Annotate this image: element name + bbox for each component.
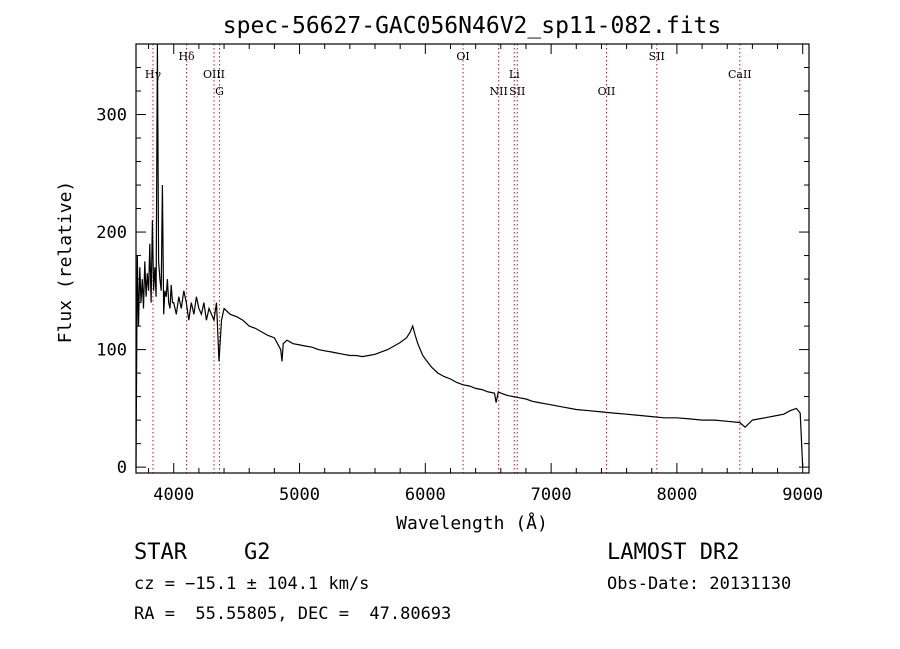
spectral-line-label: OIII	[203, 68, 225, 81]
spectral-line-label: OI	[456, 50, 469, 63]
spectral-line-label: SII	[509, 85, 525, 98]
spectral-line-label: OII	[598, 85, 616, 98]
coordinates: RA = 55.55805, DEC = 47.80693	[134, 604, 452, 624]
spectral-line-label: CaII	[728, 68, 752, 81]
spectral-line-label: Li	[509, 68, 520, 81]
y-tick-label: 100	[96, 341, 127, 361]
plot-frame	[135, 43, 810, 474]
y-tick-label: 200	[96, 223, 127, 243]
survey-name: LAMOST DR2	[607, 540, 740, 565]
x-axis-ticks: 4000 5000 6000 7000 8000 9000	[148, 44, 823, 505]
spectral-line-label: G	[215, 85, 224, 98]
x-axis-label: Wavelength (Å)	[396, 512, 548, 534]
obs-date: Obs-Date: 20131130	[607, 574, 792, 594]
spectral-line-markers	[152, 44, 741, 473]
x-tick-label: 8000	[656, 485, 697, 505]
subclass: G2	[244, 540, 271, 565]
y-tick-label: 0	[117, 458, 127, 478]
spectral-line-label: Hγ	[145, 68, 162, 81]
object-class: STAR	[134, 540, 187, 565]
x-tick-label: 4000	[153, 485, 194, 505]
x-tick-label: 5000	[279, 485, 320, 505]
x-tick-label: 9000	[782, 485, 823, 505]
x-tick-label: 7000	[531, 485, 572, 505]
spectral-line-label: SII	[649, 50, 665, 63]
y-tick-label: 300	[96, 106, 127, 126]
y-axis-ticks: 0 100 200 300	[96, 67, 809, 478]
x-tick-label: 6000	[405, 485, 446, 505]
spectral-line-label: Hδ	[178, 50, 195, 63]
chart-title: spec-56627-GAC056N46V2_sp11-082.fits	[223, 13, 722, 39]
spectrum-series-line	[135, 43, 804, 468]
y-axis-label: Flux (relative)	[55, 181, 76, 344]
spectral-line-label: NII	[490, 85, 508, 98]
redshift-text: cz = −15.1 ± 104.1 km/s	[134, 574, 370, 594]
